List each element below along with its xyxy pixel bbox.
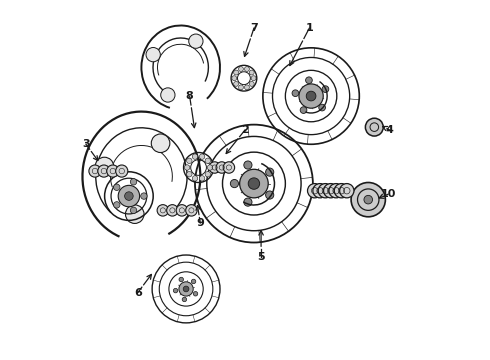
- Circle shape: [251, 76, 256, 81]
- Circle shape: [266, 191, 274, 199]
- Circle shape: [323, 184, 338, 198]
- Circle shape: [308, 184, 322, 198]
- Circle shape: [300, 107, 307, 113]
- Circle shape: [209, 162, 221, 173]
- Circle shape: [366, 118, 383, 136]
- Circle shape: [189, 34, 203, 48]
- Circle shape: [249, 70, 254, 75]
- Circle shape: [322, 86, 329, 93]
- Circle shape: [318, 184, 333, 198]
- Circle shape: [239, 85, 244, 90]
- Circle shape: [130, 179, 137, 185]
- Circle shape: [179, 277, 183, 282]
- Circle shape: [207, 165, 213, 170]
- Text: 5: 5: [257, 252, 265, 262]
- Circle shape: [193, 292, 198, 296]
- Circle shape: [167, 204, 178, 216]
- Circle shape: [114, 202, 120, 208]
- Circle shape: [234, 70, 239, 75]
- Circle shape: [245, 85, 249, 90]
- Circle shape: [245, 67, 249, 72]
- Circle shape: [232, 76, 237, 81]
- Circle shape: [329, 184, 343, 198]
- Circle shape: [161, 88, 175, 102]
- Circle shape: [157, 204, 169, 216]
- Circle shape: [179, 282, 193, 296]
- Circle shape: [240, 169, 268, 198]
- Circle shape: [299, 84, 323, 108]
- Circle shape: [306, 77, 312, 84]
- Circle shape: [130, 207, 137, 213]
- Circle shape: [192, 154, 198, 159]
- Text: 9: 9: [196, 218, 204, 228]
- Circle shape: [216, 162, 227, 173]
- Circle shape: [125, 205, 144, 224]
- Circle shape: [118, 185, 140, 207]
- Circle shape: [266, 168, 274, 176]
- Circle shape: [306, 91, 316, 101]
- Circle shape: [146, 48, 160, 62]
- Text: 2: 2: [241, 125, 249, 135]
- Text: 4: 4: [386, 125, 393, 135]
- Circle shape: [186, 204, 197, 216]
- Circle shape: [176, 204, 188, 216]
- Circle shape: [192, 176, 198, 181]
- Circle shape: [244, 161, 252, 169]
- Circle shape: [187, 171, 192, 177]
- Text: 10: 10: [380, 189, 395, 199]
- Circle shape: [364, 195, 372, 204]
- Circle shape: [205, 171, 211, 177]
- Circle shape: [234, 81, 239, 86]
- Circle shape: [199, 176, 205, 181]
- Circle shape: [244, 198, 252, 206]
- Text: 6: 6: [134, 288, 142, 297]
- Circle shape: [98, 165, 110, 177]
- Circle shape: [89, 165, 101, 177]
- Circle shape: [351, 183, 386, 217]
- Circle shape: [95, 157, 114, 176]
- Circle shape: [116, 165, 128, 177]
- Circle shape: [141, 193, 147, 199]
- Circle shape: [334, 184, 348, 198]
- Circle shape: [340, 184, 354, 198]
- Circle shape: [292, 90, 299, 96]
- Circle shape: [249, 81, 254, 86]
- Circle shape: [124, 192, 133, 201]
- Circle shape: [313, 184, 327, 198]
- Circle shape: [248, 178, 260, 189]
- Text: 7: 7: [250, 23, 258, 33]
- Circle shape: [151, 134, 170, 153]
- Circle shape: [187, 158, 192, 163]
- Circle shape: [199, 154, 205, 159]
- Circle shape: [192, 279, 196, 284]
- Text: 8: 8: [186, 91, 194, 101]
- Circle shape: [182, 297, 187, 302]
- Circle shape: [205, 158, 211, 163]
- Circle shape: [173, 288, 178, 293]
- Circle shape: [114, 184, 120, 190]
- Circle shape: [230, 180, 239, 188]
- Text: 3: 3: [82, 139, 90, 149]
- Circle shape: [223, 162, 235, 173]
- Text: 1: 1: [305, 23, 313, 33]
- Circle shape: [319, 104, 325, 111]
- Circle shape: [239, 67, 244, 72]
- Circle shape: [183, 286, 189, 292]
- Circle shape: [107, 165, 119, 177]
- Circle shape: [184, 165, 190, 170]
